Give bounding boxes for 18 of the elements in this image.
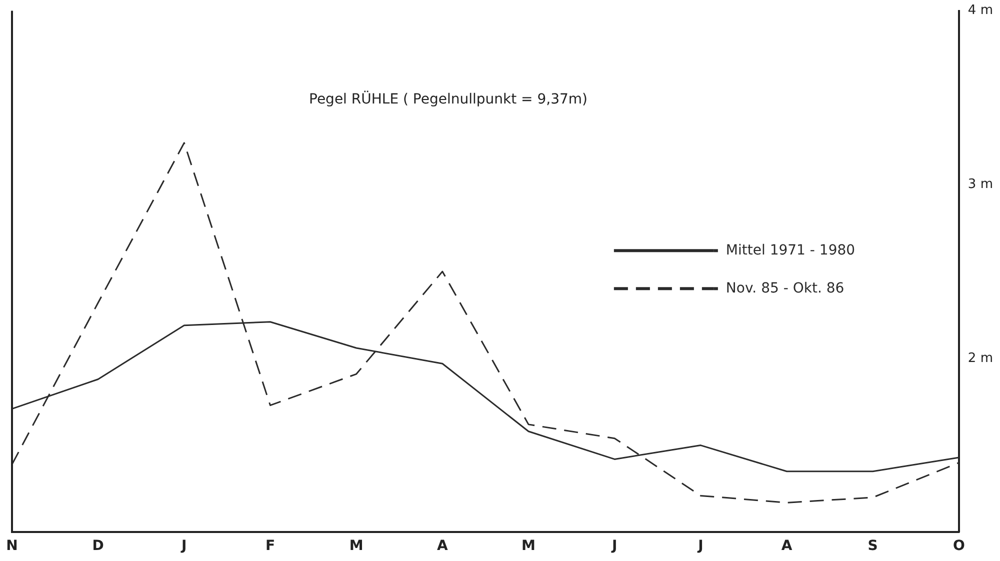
x-tick-label: J [697, 538, 704, 554]
legend-label: Nov. 85 - Okt. 86 [726, 280, 844, 296]
y-tick-label: 4 m [968, 3, 994, 18]
x-tick-label: F [265, 538, 276, 554]
y-tick-label: 3 m [968, 176, 994, 192]
text: Pegel RÜHLE ( Pegelnullpunkt = 9,37m) [309, 90, 588, 108]
x-tick-label: D [92, 538, 104, 554]
x-tick-label: J [610, 538, 618, 554]
x-tick-label: A [781, 538, 792, 554]
y-tick-label: 2 m [968, 350, 994, 366]
x-tick-label: J [180, 538, 187, 554]
x-tick-label: O [952, 538, 965, 554]
x-tick-label: A [437, 538, 448, 554]
x-tick-label: M [522, 538, 536, 554]
x-tick-label: S [868, 538, 878, 554]
x-tick-label: M [349, 538, 364, 554]
x-tick-label: N [6, 538, 18, 554]
legend-label: Mittel 1971 - 1980 [726, 242, 856, 258]
